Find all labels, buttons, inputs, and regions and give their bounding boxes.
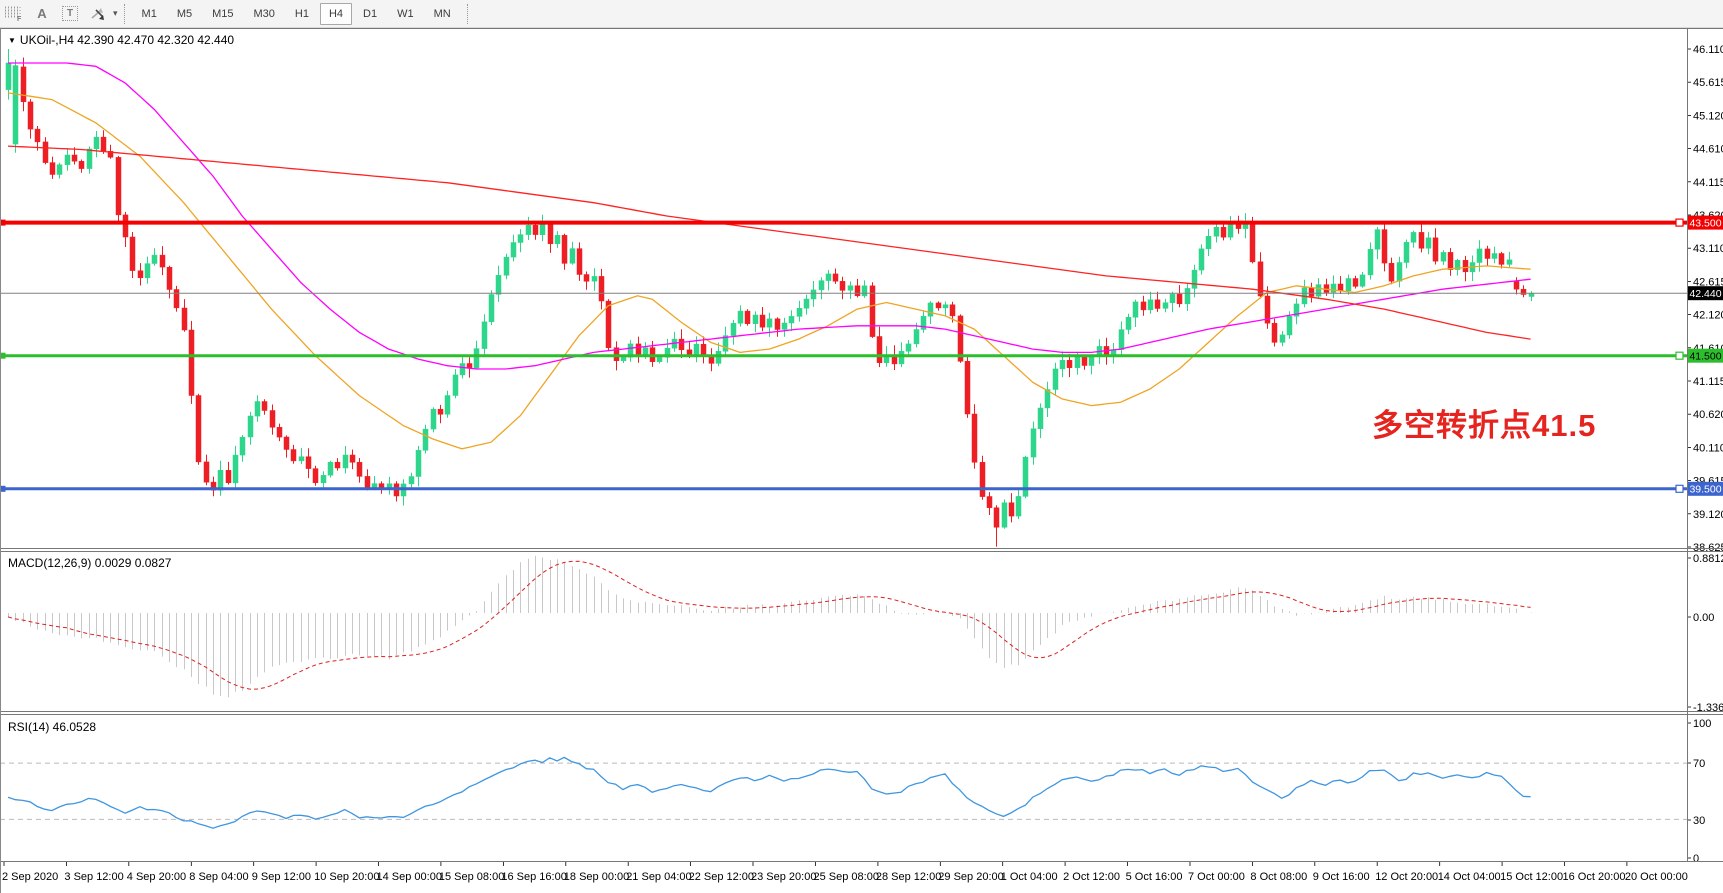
panel-borders bbox=[0, 28, 1723, 893]
price-tick-label: 43.110 bbox=[1693, 243, 1723, 255]
time-tick-label: 8 Sep 04:00 bbox=[189, 871, 248, 883]
time-tick-label: 10 Sep 20:00 bbox=[314, 871, 379, 883]
time-tick-label: 15 Sep 08:00 bbox=[439, 871, 504, 883]
time-tick-label: 5 Oct 16:00 bbox=[1126, 871, 1183, 883]
timeframe-button-m5[interactable]: M5 bbox=[176, 7, 193, 20]
rsi-tick-label: 70 bbox=[1693, 758, 1705, 770]
chart-title-text: UKOil-,H4 42.390 42.470 42.320 42.440 bbox=[19, 33, 235, 47]
arrows-glyph bbox=[91, 7, 104, 20]
toolbar: F A T ▾ M1 M5 M15 M30 H1 H4 D1 W1 MN bbox=[0, 0, 1723, 28]
price-badge-label: 41.500 bbox=[1689, 351, 1721, 363]
time-tick-label: 1 Oct 04:00 bbox=[1001, 871, 1058, 883]
grid-f-glyph: F bbox=[4, 6, 22, 22]
price-tick-label: 44.610 bbox=[1693, 144, 1723, 156]
price-badge-label: 42.440 bbox=[1689, 288, 1721, 300]
rsi-line bbox=[7, 756, 1531, 829]
time-tick-label: 12 Oct 20:00 bbox=[1375, 871, 1438, 883]
ma-mid-magenta bbox=[8, 62, 1531, 370]
timeframe-button-m15[interactable]: M15 bbox=[212, 7, 234, 20]
timeframe-group: M1 M5 M15 M30 H1 H4 D1 W1 MN bbox=[132, 2, 461, 25]
ma-slow-red bbox=[7, 145, 1531, 340]
macd-tick-label: -1.3368 bbox=[1693, 702, 1723, 714]
time-tick-label: 14 Oct 04:00 bbox=[1438, 871, 1501, 883]
time-tick-label: 2 Sep 2020 bbox=[2, 871, 58, 883]
price-tick-label: 40.110 bbox=[1693, 442, 1723, 454]
price-badge bbox=[1688, 481, 1723, 496]
time-tick-label: 20 Oct 00:00 bbox=[1625, 871, 1688, 883]
horizontal-level-lines[interactable] bbox=[0, 218, 1687, 493]
macd-tick-label: 0.8812 bbox=[1693, 553, 1723, 565]
symbol-dropdown-icon[interactable]: ▼ bbox=[8, 36, 16, 45]
macd-signal-line bbox=[7, 560, 1531, 690]
price-tick-label: 41.115 bbox=[1693, 376, 1723, 388]
price-tick-label: 44.115 bbox=[1693, 177, 1723, 189]
price-badge-label: 43.500 bbox=[1689, 217, 1721, 229]
price-tick-label: 42.615 bbox=[1693, 276, 1723, 288]
text-label-glyph: T bbox=[61, 6, 79, 21]
price-badge-label: 39.500 bbox=[1689, 484, 1721, 496]
rsi-panel: 100 70 30 0 bbox=[0, 718, 1711, 865]
price-tick-label: 42.120 bbox=[1693, 310, 1723, 322]
time-tick-label: 14 Sep 00:00 bbox=[377, 871, 442, 883]
timeframe-button-h4[interactable]: H4 bbox=[319, 2, 353, 25]
time-tick-label: 29 Sep 20:00 bbox=[938, 871, 1003, 883]
time-tick-label: 9 Sep 12:00 bbox=[252, 871, 311, 883]
time-tick-label: 22 Sep 12:00 bbox=[689, 871, 754, 883]
toolbar-separator bbox=[123, 3, 126, 24]
time-tick-label: 25 Sep 08:00 bbox=[814, 871, 879, 883]
time-tick-label: 8 Oct 08:00 bbox=[1250, 871, 1307, 883]
chart-title: ▼ UKOil-,H4 42.390 42.470 42.320 42.440 bbox=[8, 33, 234, 47]
macd-panel: 0.8812 0.00 -1.3368 bbox=[7, 553, 1723, 714]
ma-fast-orange bbox=[7, 92, 1531, 450]
rsi-tick-label: 30 bbox=[1693, 815, 1705, 827]
price-tick-label: 40.620 bbox=[1693, 409, 1723, 421]
price-tick-label: 45.120 bbox=[1693, 110, 1723, 122]
chart-annotation: 多空转折点41.5 bbox=[1372, 408, 1597, 443]
timeframe-button-m30[interactable]: M30 bbox=[253, 7, 275, 20]
price-tick-label: 45.615 bbox=[1693, 77, 1723, 89]
grid-f-icon[interactable]: F bbox=[2, 3, 26, 25]
time-tick-label: 3 Sep 12:00 bbox=[64, 871, 123, 883]
time-tick-label: 7 Oct 00:00 bbox=[1188, 871, 1245, 883]
timeframe-button-d1[interactable]: D1 bbox=[363, 7, 378, 20]
toolbar-separator-2 bbox=[466, 3, 469, 24]
arrows-icon[interactable] bbox=[86, 3, 110, 25]
time-tick-label: 15 Oct 12:00 bbox=[1500, 871, 1563, 883]
time-tick-label: 16 Sep 16:00 bbox=[501, 871, 566, 883]
price-axis: 46.11045.61545.12044.61044.11543.62043.1… bbox=[1687, 44, 1723, 554]
timeframe-button-m1[interactable]: M1 bbox=[141, 7, 157, 20]
time-tick-label: 18 Sep 00:00 bbox=[564, 871, 629, 883]
time-tick-label: 21 Sep 04:00 bbox=[626, 871, 691, 883]
rsi-panel-label: RSI(14) 46.0528 bbox=[8, 720, 97, 734]
macd-panel-label: MACD(12,26,9) 0.0029 0.0827 bbox=[8, 556, 172, 570]
price-tick-label: 39.120 bbox=[1693, 509, 1723, 521]
rsi-tick-label: 0 bbox=[1693, 853, 1699, 865]
time-axis: 2 Sep 2020 3 Sep 12:00 4 Sep 20:00 8 Sep 04… bbox=[2, 861, 1688, 883]
timeframe-button-h1[interactable]: H1 bbox=[294, 7, 309, 20]
candlesticks bbox=[5, 49, 1535, 547]
rsi-tick-label: 100 bbox=[1693, 718, 1711, 730]
price-badge bbox=[1688, 348, 1723, 363]
price-tick-label: 46.110 bbox=[1693, 44, 1723, 56]
timeframe-button-w1[interactable]: W1 bbox=[397, 7, 414, 20]
text-label-icon[interactable]: T bbox=[58, 3, 82, 25]
text-icon[interactable]: A bbox=[37, 6, 47, 21]
macd-tick-label: 0.00 bbox=[1693, 612, 1714, 624]
time-tick-label: 4 Sep 20:00 bbox=[127, 871, 186, 883]
dropdown-caret-icon[interactable]: ▾ bbox=[113, 8, 118, 18]
time-tick-label: 2 Oct 12:00 bbox=[1063, 871, 1120, 883]
time-tick-label: 9 Oct 16:00 bbox=[1313, 871, 1370, 883]
price-badge bbox=[1688, 215, 1723, 230]
time-tick-label: 28 Sep 12:00 bbox=[876, 871, 941, 883]
svg-text:F: F bbox=[17, 16, 22, 22]
timeframe-button-mn[interactable]: MN bbox=[433, 7, 451, 20]
time-tick-label: 23 Sep 20:00 bbox=[751, 871, 816, 883]
time-tick-label: 16 Oct 20:00 bbox=[1563, 871, 1626, 883]
price-badge bbox=[1688, 286, 1723, 301]
